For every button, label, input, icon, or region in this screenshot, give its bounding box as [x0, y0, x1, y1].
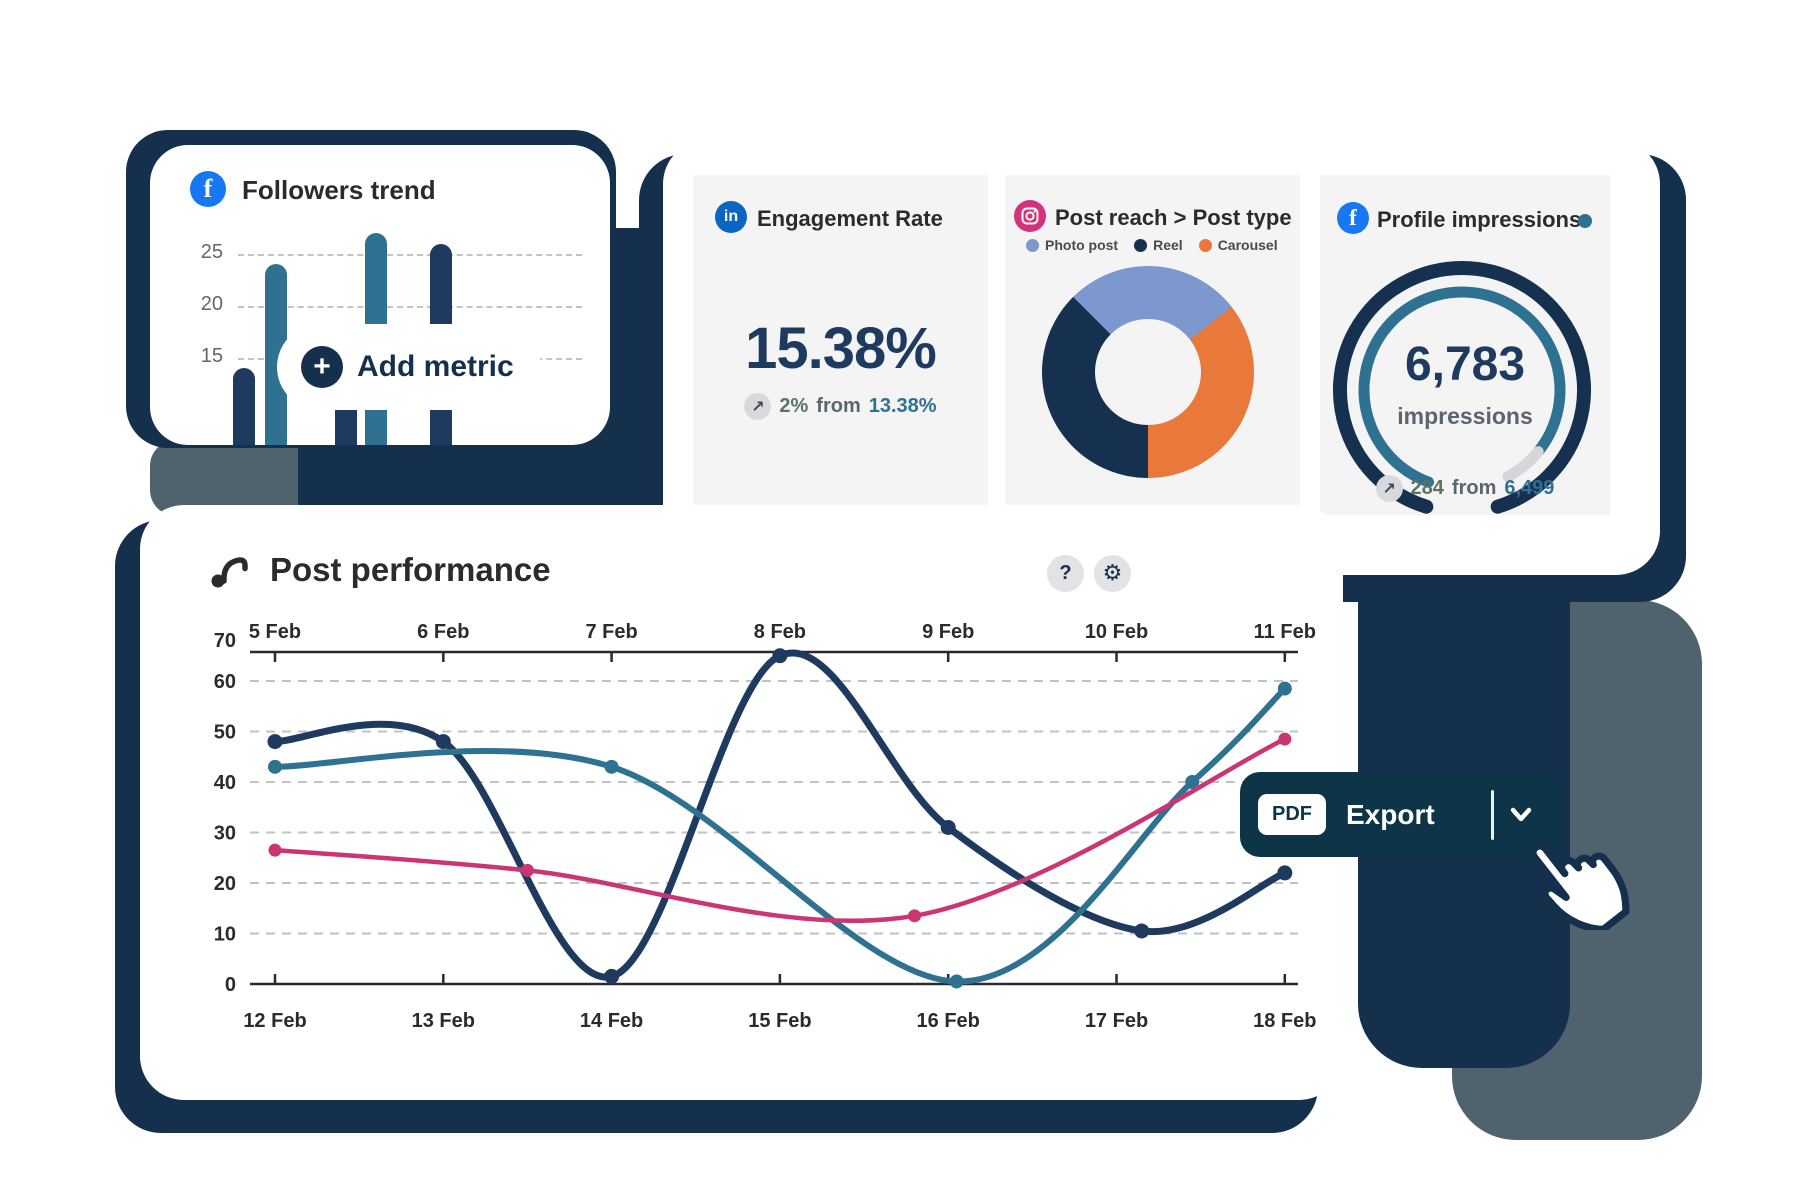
chevron-down-icon[interactable]: [1506, 805, 1536, 825]
delta-previous-value: 6,499: [1504, 477, 1555, 499]
svg-text:50: 50: [214, 722, 236, 744]
arrow-up-right-icon: ↗: [1375, 475, 1403, 502]
pdf-format-badge: PDF: [1258, 794, 1326, 835]
arrow-up-right-icon: ↗: [744, 393, 772, 420]
facebook-icon: f: [1337, 202, 1369, 234]
linkedin-icon: in: [715, 201, 747, 233]
svg-text:14 Feb: 14 Feb: [580, 1010, 643, 1032]
svg-text:11 Feb: 11 Feb: [1254, 621, 1316, 643]
svg-text:7 Feb: 7 Feb: [585, 621, 637, 643]
legend-dot: [1134, 238, 1148, 252]
legend-dot: [1026, 238, 1039, 252]
engagement-rate-delta: ↗ 2% from 13.38%: [693, 393, 988, 420]
impressions-unit: impressions: [1397, 403, 1533, 429]
svg-text:30: 30: [214, 823, 236, 845]
plus-icon: +: [301, 346, 343, 388]
svg-text:16 Feb: 16 Feb: [917, 1010, 980, 1032]
svg-text:17 Feb: 17 Feb: [1085, 1010, 1148, 1032]
svg-text:10 Feb: 10 Feb: [1085, 621, 1148, 643]
post-reach-title: Post reach > Post type: [1055, 205, 1292, 230]
svg-text:5 Feb: 5 Feb: [249, 621, 301, 643]
delta-value: 284: [1410, 477, 1444, 499]
legend-item-reel: Reel: [1134, 237, 1183, 253]
export-button[interactable]: PDF Export: [1240, 772, 1566, 857]
music-note-icon: [211, 557, 248, 588]
svg-text:12 Feb: 12 Feb: [243, 1010, 306, 1032]
divider: [1490, 789, 1494, 840]
svg-text:15 Feb: 15 Feb: [748, 1010, 811, 1032]
svg-text:40: 40: [214, 772, 236, 794]
post-performance-card: Post performance ? ⚙ 5 Feb 12 Feb 6 Feb 13 …: [140, 505, 1343, 1100]
donut-legend: Photo post Reel Carousel: [1026, 237, 1278, 253]
add-metric-button[interactable]: + Add metric: [277, 324, 541, 410]
svg-text:70: 70: [214, 630, 236, 652]
svg-text:18 Feb: 18 Feb: [1253, 1010, 1316, 1032]
add-metric-label: Add metric: [357, 350, 514, 383]
impressions-gauge-chart: [1333, 261, 1591, 514]
svg-text:60: 60: [214, 671, 236, 693]
delta-join: from: [1451, 477, 1497, 499]
legend-item-photo-post: Photo post: [1026, 237, 1118, 253]
legend-label: Reel: [1153, 237, 1183, 253]
delta-previous-value: 13.38%: [868, 395, 937, 417]
legend-dot: [1198, 238, 1212, 252]
instagram-icon: [1014, 200, 1046, 232]
metrics-card: in Engagement Rate 15.38% ↗ 2% from 13.3…: [663, 140, 1660, 575]
post-type-donut-chart: [1042, 266, 1254, 478]
y-axis-label: 20: [200, 293, 223, 315]
svg-text:9 Feb: 9 Feb: [922, 621, 974, 643]
post-performance-title: Post performance: [270, 551, 551, 588]
legend-item-carousel: Carousel: [1198, 237, 1278, 253]
bar: [233, 368, 255, 445]
y-axis-label: 25: [200, 241, 223, 263]
title-status-dot: [1578, 214, 1592, 228]
followers-trend-card: f Followers trend 25 20 15: [150, 145, 610, 445]
post-performance-line-chart: 5 Feb 12 Feb 6 Feb 13 Feb 7 Feb 14 Feb 8 Feb 15…: [214, 621, 1317, 1032]
legend-label: Carousel: [1217, 237, 1278, 253]
bar: [265, 264, 287, 445]
facebook-icon: f: [190, 171, 226, 207]
svg-text:20: 20: [214, 873, 236, 895]
help-button[interactable]: ?: [1047, 555, 1084, 592]
svg-text:8 Feb: 8 Feb: [754, 621, 806, 643]
engagement-rate-card: in Engagement Rate 15.38% ↗ 2% from 13.3…: [693, 175, 988, 515]
delta-join: from: [816, 395, 861, 417]
legend-label: Photo post: [1045, 237, 1119, 253]
profile-impressions-card: f Profile impressions 6,783 impressions …: [1320, 175, 1610, 515]
followers-trend-title: Followers trend: [242, 175, 436, 205]
svg-text:6 Feb: 6 Feb: [417, 621, 469, 643]
gridline: [238, 306, 582, 308]
engagement-rate-value: 15.38%: [745, 316, 937, 381]
svg-text:0: 0: [225, 974, 236, 996]
svg-text:10: 10: [214, 924, 236, 946]
export-label: Export: [1346, 798, 1435, 830]
settings-gear-button[interactable]: ⚙: [1094, 555, 1131, 592]
impressions-value: 6,783: [1404, 338, 1526, 391]
impressions-delta: ↗ 284 from 6,499: [1320, 475, 1610, 502]
svg-text:13 Feb: 13 Feb: [412, 1010, 475, 1032]
profile-impressions-title: Profile impressions: [1377, 207, 1582, 232]
engagement-rate-title: Engagement Rate: [757, 206, 943, 231]
post-reach-card: Post reach > Post type Photo post Reel C…: [1005, 175, 1300, 515]
gridline: [238, 254, 582, 256]
y-axis-label: 15: [200, 345, 223, 367]
delta-value: 2%: [779, 395, 809, 417]
hand-cursor-icon: [1529, 842, 1630, 930]
